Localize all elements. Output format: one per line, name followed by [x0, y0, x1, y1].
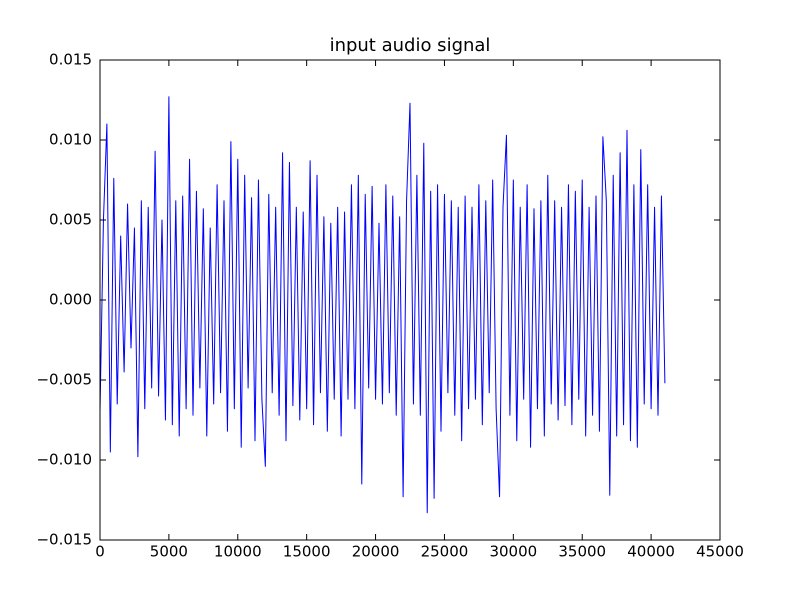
- y-tick-label: −0.005: [36, 371, 92, 389]
- y-tick-label: −0.010: [36, 451, 92, 469]
- y-tick-label: 0.005: [49, 211, 92, 229]
- y-tick-label: 0.015: [49, 51, 92, 69]
- signal-line: [99, 96, 666, 514]
- x-tick-label: 25000: [421, 543, 469, 561]
- x-tick-label: 20000: [352, 543, 400, 561]
- x-tick-label: 15000: [283, 543, 331, 561]
- x-tick-label: 45000: [696, 543, 744, 561]
- x-tick-label: 10000: [214, 543, 262, 561]
- chart-title: input audio signal: [330, 35, 491, 56]
- y-tick-label: 0.010: [49, 131, 92, 149]
- y-tick-label: 0.000: [49, 291, 92, 309]
- x-tick-label: 35000: [558, 543, 606, 561]
- x-tick-label: 0: [95, 543, 105, 561]
- x-tick-label: 5000: [150, 543, 188, 561]
- x-tick-label: 40000: [627, 543, 675, 561]
- x-tick-label: 30000: [489, 543, 537, 561]
- y-tick-label: −0.015: [36, 531, 92, 549]
